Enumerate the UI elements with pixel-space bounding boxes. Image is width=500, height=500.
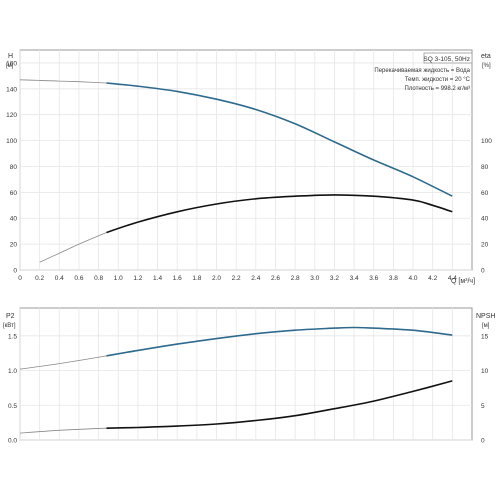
bottom-y-left-tick-labels: 0.0 0.5 1.0 1.5 (8, 333, 17, 444)
top-y-left-tick-label: 160 (6, 60, 17, 67)
bottom-y-right-tick-label: 5 (481, 403, 485, 410)
top-x-tick-label: 1.0 (114, 275, 123, 282)
title-box (423, 52, 473, 64)
top-efficiency-curve (106, 194, 453, 234)
top-y-left-tick-label: 20 (10, 242, 18, 249)
top-y-left-unit: [м] (6, 63, 14, 69)
top-y-right-unit: [%] (482, 63, 491, 69)
top-x-tick-label: 3.6 (369, 275, 378, 282)
top-y-left-label: H (8, 53, 13, 60)
top-y-right-tick-label: 100 (481, 138, 492, 145)
top-x-tick-label: 2.6 (271, 275, 280, 282)
bottom-y-right-tick-label: 15 (481, 333, 489, 340)
top-x-tick-labels: 0 0.2 0.4 0.6 0.8 1.0 1.2 1.4 1.6 1.8 2.0 2.2 2.4 2.6… (18, 275, 457, 282)
top-x-tick-label: 1.6 (173, 275, 182, 282)
top-x-tick-label: 4.2 (428, 275, 437, 282)
bottom-y-left-tick-label: 1.5 (8, 333, 17, 340)
top-y-right-label: eta (481, 53, 491, 60)
bottom-power-curve (106, 326, 453, 357)
top-head-curve-extrapolated (19, 79, 107, 84)
top-y-right-tick-label: 60 (481, 190, 489, 197)
top-x-tick-label: 3.4 (350, 275, 359, 282)
annotation-temperature: Темп. жидкости = 20 °C (405, 77, 471, 83)
bottom-y-right-tick-label: 0 (481, 438, 485, 445)
top-y-right-tick-label: 20 (481, 242, 489, 249)
top-efficiency-curve-extrapolated (39, 232, 107, 263)
top-x-tick-label: 0.4 (55, 275, 64, 282)
top-x-tick-label: 0.2 (35, 275, 44, 282)
bottom-y-right-label: NPSH (476, 313, 495, 320)
top-x-tick-label: 3.0 (310, 275, 319, 282)
top-x-tick-label: 0.8 (94, 275, 103, 282)
top-x-tick-label: 1.4 (153, 275, 162, 282)
top-x-tick-label: 4.0 (409, 275, 418, 282)
top-x-tick-label: 2.2 (232, 275, 241, 282)
top-head-curve (106, 82, 453, 197)
top-x-axis-label: Q [м³/ч] (451, 278, 475, 285)
top-x-tick-label: 0 (18, 275, 22, 282)
top-y-left-tick-label: 100 (6, 138, 17, 145)
annotation-density: Плотность = 998.2 кг/м³ (405, 86, 470, 92)
top-y-left-tick-label: 40 (10, 216, 18, 223)
top-y-right-tick-label: 80 (481, 164, 489, 171)
top-x-tick-label: 3.8 (389, 275, 398, 282)
bottom-y-left-tick-label: 1.0 (8, 368, 17, 375)
top-x-tick-label: 4.4 (448, 275, 457, 282)
top-panel: 0 0.2 0.4 0.6 0.8 1.0 1.2 1.4 1.6 1.8 2.0 2.2 2.4 2.6… (6, 49, 492, 285)
top-y-right-tick-label: 0 (481, 268, 485, 275)
top-x-tick-label: 1.2 (133, 275, 142, 282)
bottom-y-right-unit: [м] (482, 323, 490, 329)
chart-title: SQ 3-105, 50Hz (423, 56, 470, 63)
bottom-power2-curve-extrapolated (19, 427, 107, 434)
top-y-left-tick-label: 140 (6, 86, 17, 93)
info-box: SQ 3-105, 50Hz Перекачиваемая жидкость =… (374, 52, 473, 92)
top-y-left-tick-label: 120 (6, 112, 17, 119)
bottom-power-curve-extrapolated (19, 355, 107, 370)
top-x-tick-label: 3.2 (330, 275, 339, 282)
bottom-panel: 0.0 0.5 1.0 1.5 0 5 10 15 P2 [кВт] NPSH [м] (3, 307, 495, 445)
bottom-power2-curve (106, 380, 453, 429)
top-y-right-tick-labels: 0 20 40 60 80 100 (481, 138, 492, 274)
top-x-tick-label: 0.6 (74, 275, 83, 282)
top-y-left-tick-labels: 0 20 40 60 80 100 120 140 160 (6, 60, 17, 274)
bottom-y-left-tick-label: 0.0 (8, 438, 17, 445)
top-series (19, 79, 453, 263)
top-y-left-tick-label: 60 (10, 190, 18, 197)
bottom-y-left-unit: [кВт] (3, 323, 16, 329)
top-x-tick-label: 2.8 (291, 275, 300, 282)
bottom-y-right-tick-label: 10 (481, 368, 489, 375)
bottom-y-right-tick-labels: 0 5 10 15 (481, 333, 489, 444)
top-y-right-tick-label: 40 (481, 216, 489, 223)
bottom-y-left-label: P2 (6, 313, 15, 320)
top-grid (19, 50, 472, 271)
annotation-liquid: Перекачиваемая жидкость = Вода (374, 68, 470, 74)
top-y-left-tick-label: 0 (13, 268, 17, 275)
bottom-series (19, 326, 453, 434)
top-y-left-tick-label: 80 (10, 164, 18, 171)
top-x-tick-label: 2.0 (212, 275, 221, 282)
bottom-y-left-tick-label: 0.5 (8, 403, 17, 410)
top-x-tick-label: 2.4 (251, 275, 260, 282)
top-x-tick-label: 1.8 (192, 275, 201, 282)
